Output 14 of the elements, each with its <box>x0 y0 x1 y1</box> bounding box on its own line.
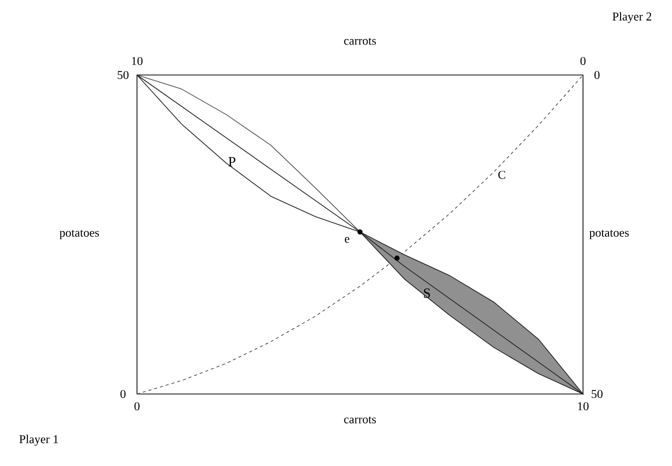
x2-tick-label: 0 <box>580 56 586 66</box>
annotation: C <box>498 170 506 179</box>
x2-tick-label: 10 <box>132 56 143 66</box>
x-axis-title: carrots <box>344 416 376 424</box>
x2-axis-title: carrots <box>344 38 376 45</box>
annotation: P <box>228 157 236 166</box>
annotation: e <box>344 237 350 243</box>
text: Player 2 <box>612 12 652 24</box>
y2-tick-label: 50 <box>592 390 603 398</box>
y2-axis-title: potatoes <box>589 230 629 240</box>
y-axis-title: potatoes <box>60 230 99 240</box>
annotation: S <box>424 288 430 298</box>
y2-tick-label: 0 <box>594 70 600 80</box>
text: Player 1 <box>19 434 58 446</box>
